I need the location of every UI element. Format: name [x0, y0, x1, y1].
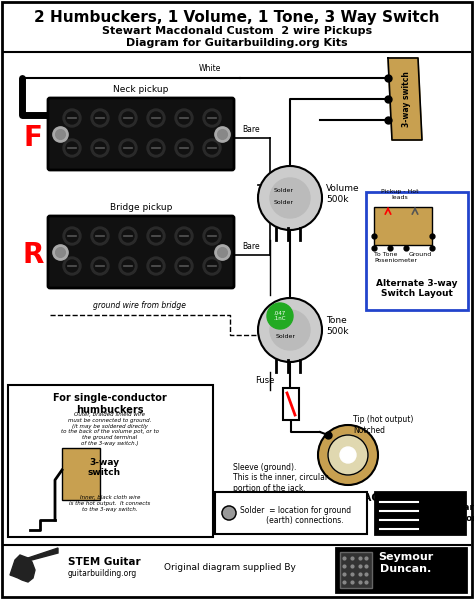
Circle shape: [94, 260, 106, 272]
Text: Neck pickup: Neck pickup: [113, 85, 169, 94]
Text: Volume
500k: Volume 500k: [326, 184, 360, 204]
Circle shape: [66, 260, 78, 272]
Circle shape: [203, 109, 221, 127]
Circle shape: [122, 230, 134, 242]
Text: Pickup - Hot
leads: Pickup - Hot leads: [381, 189, 419, 200]
Text: Tip (hot output)
Notched: Tip (hot output) Notched: [353, 415, 413, 435]
Circle shape: [178, 112, 190, 124]
FancyBboxPatch shape: [366, 192, 468, 310]
Circle shape: [122, 112, 134, 124]
FancyBboxPatch shape: [215, 492, 367, 534]
Circle shape: [203, 139, 221, 157]
Polygon shape: [10, 555, 35, 582]
Text: Inner, black cloth wire
is the hot output.  It connects
to the 3-way switch.: Inner, black cloth wire is the hot outpu…: [69, 495, 151, 512]
Circle shape: [318, 425, 378, 485]
Circle shape: [119, 139, 137, 157]
Circle shape: [147, 139, 165, 157]
Text: STEM Guitar: STEM Guitar: [68, 557, 141, 567]
Circle shape: [94, 230, 106, 242]
Circle shape: [91, 109, 109, 127]
Circle shape: [206, 260, 218, 272]
Circle shape: [206, 230, 218, 242]
Text: Ground: Ground: [409, 252, 432, 257]
Circle shape: [258, 166, 322, 230]
Circle shape: [63, 139, 81, 157]
Circle shape: [175, 257, 193, 275]
Circle shape: [91, 139, 109, 157]
Text: Solder: Solder: [276, 334, 296, 338]
Circle shape: [270, 178, 310, 218]
Circle shape: [203, 257, 221, 275]
Text: 3-way switch: 3-way switch: [402, 71, 411, 127]
Circle shape: [328, 435, 368, 475]
Circle shape: [63, 227, 81, 245]
FancyBboxPatch shape: [62, 448, 100, 500]
Circle shape: [94, 112, 106, 124]
Text: guitarbuilding.org: guitarbuilding.org: [68, 570, 137, 579]
Circle shape: [147, 257, 165, 275]
Circle shape: [178, 260, 190, 272]
Circle shape: [66, 112, 78, 124]
Circle shape: [91, 227, 109, 245]
Circle shape: [150, 230, 162, 242]
Text: Sleeve (ground).
This is the inner, circular
portion of the jack.: Sleeve (ground). This is the inner, circ…: [233, 463, 328, 493]
Text: Outer, braided shield wire
must be connected to ground.
(it may be soldered dire: Outer, braided shield wire must be conne…: [61, 412, 159, 446]
Circle shape: [91, 257, 109, 275]
Circle shape: [206, 142, 218, 154]
FancyBboxPatch shape: [374, 207, 432, 245]
Polygon shape: [388, 58, 422, 140]
Bar: [283, 388, 299, 420]
Circle shape: [147, 109, 165, 127]
Circle shape: [175, 109, 193, 127]
Text: Bare: Bare: [242, 242, 260, 251]
Text: Diagram for Guitarbuilding.org Kits: Diagram for Guitarbuilding.org Kits: [126, 38, 348, 48]
Text: Stewart-
MacDonald: Stewart- MacDonald: [438, 503, 474, 523]
Circle shape: [63, 257, 81, 275]
Circle shape: [119, 109, 137, 127]
Circle shape: [150, 112, 162, 124]
Circle shape: [222, 506, 236, 520]
Circle shape: [175, 227, 193, 245]
Text: Alternate 3-way
Switch Layout: Alternate 3-way Switch Layout: [376, 279, 458, 298]
Circle shape: [267, 303, 293, 329]
Circle shape: [258, 298, 322, 362]
Text: Fuse: Fuse: [255, 376, 275, 385]
Circle shape: [203, 227, 221, 245]
Text: F: F: [24, 124, 43, 152]
FancyBboxPatch shape: [340, 552, 372, 588]
FancyBboxPatch shape: [375, 492, 465, 534]
Text: For single-conductor
humbuckers: For single-conductor humbuckers: [53, 393, 167, 415]
Circle shape: [147, 227, 165, 245]
Circle shape: [270, 310, 310, 350]
Circle shape: [119, 257, 137, 275]
Text: Solder  = location for ground
           (earth) connections.: Solder = location for ground (earth) con…: [240, 506, 351, 525]
FancyBboxPatch shape: [8, 385, 213, 537]
FancyBboxPatch shape: [336, 548, 466, 592]
Text: Tone
500k: Tone 500k: [326, 316, 348, 335]
Text: Seymour
Duncan.: Seymour Duncan.: [378, 552, 434, 574]
Text: Bridge pickup: Bridge pickup: [110, 203, 172, 212]
Text: OUTPUT JACK: OUTPUT JACK: [309, 493, 388, 503]
Text: To Tone
Poseniometer: To Tone Poseniometer: [374, 252, 417, 263]
Circle shape: [66, 142, 78, 154]
Polygon shape: [28, 548, 58, 561]
Text: Solder: Solder: [274, 201, 294, 205]
Circle shape: [178, 230, 190, 242]
FancyBboxPatch shape: [48, 216, 234, 288]
Circle shape: [150, 260, 162, 272]
Circle shape: [122, 142, 134, 154]
Text: 3-way
switch: 3-way switch: [87, 458, 120, 477]
Text: Stewart Macdonald Custom  2 wire Pickups: Stewart Macdonald Custom 2 wire Pickups: [102, 26, 372, 36]
Text: .047
.1nC: .047 .1nC: [274, 311, 286, 322]
FancyBboxPatch shape: [48, 98, 234, 170]
Circle shape: [178, 142, 190, 154]
Circle shape: [119, 227, 137, 245]
Text: Original diagram supplied By: Original diagram supplied By: [164, 564, 296, 573]
Text: Solder: Solder: [274, 189, 294, 193]
Circle shape: [340, 447, 356, 463]
Text: 2 Humbuckers, 1 Volume, 1 Tone, 3 Way Switch: 2 Humbuckers, 1 Volume, 1 Tone, 3 Way Sw…: [34, 10, 440, 25]
Text: White: White: [199, 64, 221, 73]
Circle shape: [66, 230, 78, 242]
Circle shape: [206, 112, 218, 124]
